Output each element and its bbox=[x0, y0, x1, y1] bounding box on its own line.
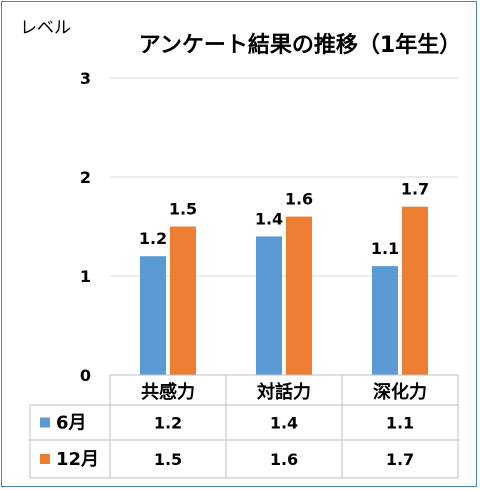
data-label: 1.4 bbox=[255, 209, 283, 228]
data-label: 1.2 bbox=[139, 229, 167, 248]
table-cell: 1.6 bbox=[270, 450, 298, 469]
table-cell: 1.4 bbox=[270, 414, 298, 433]
bar bbox=[140, 256, 166, 375]
data-labels: 1.21.5 1.41.6 1.1 1.7 bbox=[139, 180, 429, 258]
category-label: 対話力 bbox=[256, 381, 311, 403]
table-cell: 1.1 bbox=[386, 414, 414, 433]
category-label: 共感力 bbox=[141, 381, 195, 403]
bars bbox=[140, 206, 428, 375]
y-tick-label: 1 bbox=[80, 267, 91, 286]
category-label: 深化力 bbox=[373, 381, 427, 403]
bar bbox=[372, 266, 398, 375]
bar bbox=[170, 226, 196, 375]
bar bbox=[286, 216, 312, 375]
legend-key bbox=[40, 454, 50, 464]
table-cell: 1.5 bbox=[154, 450, 182, 469]
data-label: 1.6 bbox=[285, 190, 313, 209]
chart-title: アンケート結果の推移（1年生） bbox=[139, 32, 461, 58]
data-table: 共感力 対話力 深化力 6月 1.2 1.4 1.1 12月 1.5 1.6 1.7 bbox=[29, 374, 459, 479]
gridlines: 0 1 2 3 bbox=[80, 69, 458, 385]
y-axis-label: レベル bbox=[20, 18, 71, 38]
y-tick-label: 0 bbox=[80, 366, 91, 385]
table-cell: 1.7 bbox=[386, 450, 414, 469]
series-name: 6月 bbox=[56, 413, 87, 434]
y-tick-label: 2 bbox=[80, 168, 91, 187]
series-name: 12月 bbox=[56, 449, 99, 470]
data-label: 1.5 bbox=[169, 200, 197, 219]
data-label: 1.1 bbox=[371, 239, 399, 258]
data-label: 1.7 bbox=[401, 180, 429, 199]
bar bbox=[402, 206, 428, 375]
y-tick-label: 3 bbox=[80, 69, 91, 88]
legend-key bbox=[40, 417, 50, 428]
bar bbox=[256, 236, 282, 375]
table-cell: 1.2 bbox=[154, 414, 182, 433]
